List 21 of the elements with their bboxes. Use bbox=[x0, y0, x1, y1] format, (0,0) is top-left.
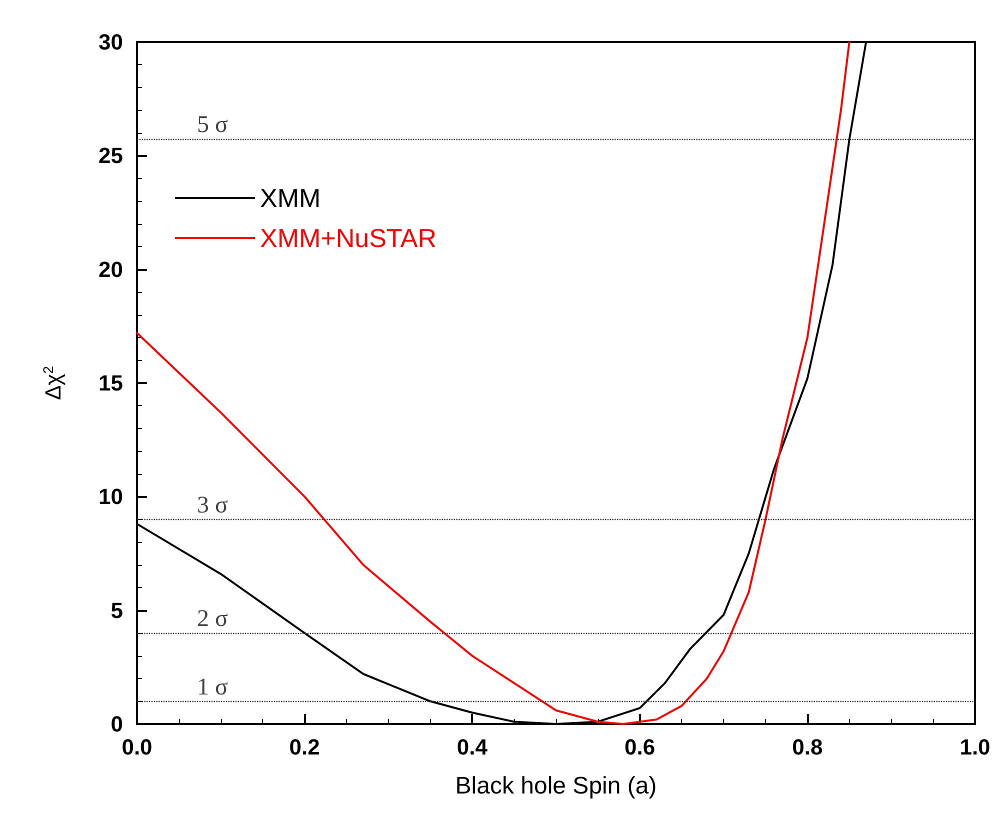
x-tick-label: 0.2 bbox=[289, 734, 320, 760]
x-tick-label: 0.0 bbox=[122, 734, 152, 760]
legend-label: XMM bbox=[260, 183, 321, 213]
y-tick-label: 25 bbox=[98, 143, 123, 168]
x-tick-label: 1.0 bbox=[960, 734, 990, 760]
y-tick-label: 5 bbox=[110, 598, 123, 623]
ref-line-label: 2 σ bbox=[197, 606, 228, 632]
x-tick-label: 0.4 bbox=[456, 734, 488, 760]
y-tick-label: 10 bbox=[98, 484, 123, 510]
x-tick-label: 0.8 bbox=[792, 734, 823, 760]
x-axis-title: Black hole Spin (a) bbox=[455, 772, 657, 800]
y-tick-label: 30 bbox=[98, 30, 123, 54]
y-tick-label: 15 bbox=[98, 370, 123, 396]
legend-label: XMM+NuSTAR bbox=[260, 223, 436, 253]
y-tick-label: 20 bbox=[98, 256, 123, 282]
ref-line-label: 5 σ bbox=[197, 112, 228, 138]
ref-line-label: 3 σ bbox=[197, 492, 228, 518]
x-tick-label: 0.6 bbox=[624, 734, 656, 760]
ref-line-label: 1 σ bbox=[197, 674, 228, 700]
y-tick-label: 0 bbox=[110, 712, 123, 736]
y-axis-title: Δχ2 bbox=[40, 366, 66, 400]
